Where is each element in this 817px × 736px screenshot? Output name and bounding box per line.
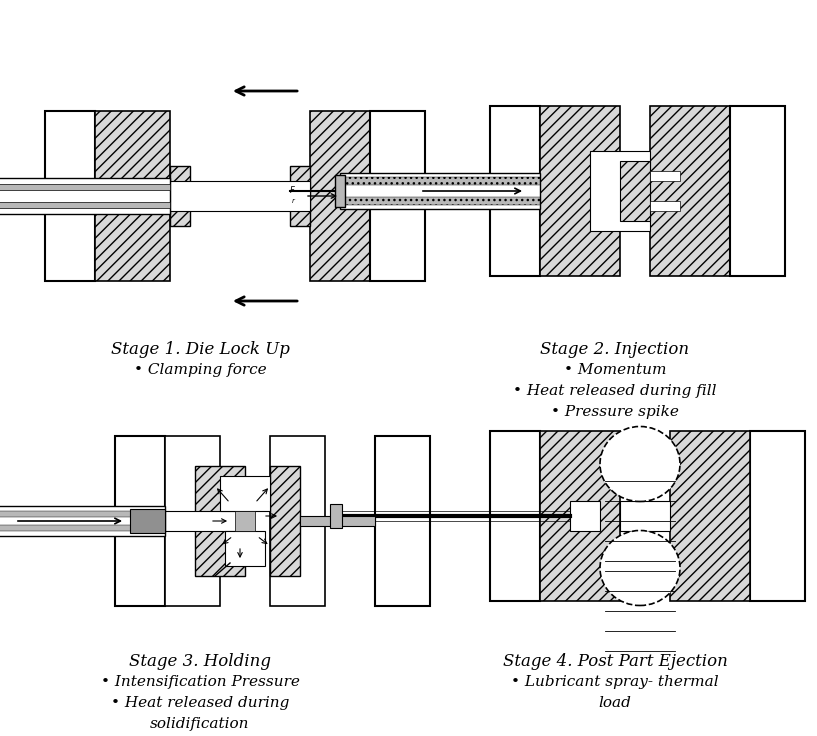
Bar — [45, 111, 95, 281]
Bar — [165, 511, 245, 531]
Bar — [330, 504, 342, 528]
Bar — [650, 171, 680, 181]
Text: Stage 4. Post Part Ejection: Stage 4. Post Part Ejection — [502, 653, 727, 670]
Bar — [220, 476, 270, 511]
Bar — [170, 181, 310, 211]
Bar — [235, 511, 255, 531]
Bar — [570, 501, 600, 531]
Bar — [95, 111, 170, 281]
Bar — [620, 161, 650, 221]
Bar — [195, 466, 245, 576]
Bar — [340, 173, 540, 209]
Bar — [0, 178, 170, 214]
Text: Stage 1. Die Lock Up: Stage 1. Die Lock Up — [110, 341, 289, 358]
Bar — [730, 106, 785, 276]
Text: F: F — [290, 186, 295, 195]
Text: r: r — [292, 198, 295, 204]
Ellipse shape — [600, 531, 680, 606]
Bar — [0, 184, 170, 190]
Ellipse shape — [600, 426, 680, 501]
Bar — [375, 436, 430, 606]
Bar — [335, 175, 345, 207]
Text: • Momentum: • Momentum — [564, 363, 666, 377]
Text: Stage 3. Holding: Stage 3. Holding — [129, 653, 271, 670]
Bar — [650, 201, 680, 211]
Bar — [300, 516, 375, 526]
Bar — [750, 431, 805, 601]
Text: Stage 2. Injection: Stage 2. Injection — [540, 341, 690, 358]
Bar — [310, 111, 370, 281]
Text: • Heat released during fill: • Heat released during fill — [513, 384, 717, 398]
Bar — [270, 466, 300, 576]
Bar — [0, 506, 165, 536]
Bar — [115, 436, 165, 606]
Bar — [0, 525, 160, 531]
Text: • Clamping force: • Clamping force — [134, 363, 266, 377]
Bar — [130, 509, 165, 533]
Bar — [290, 166, 310, 226]
Text: • Pressure spike: • Pressure spike — [551, 405, 679, 419]
Bar — [590, 151, 650, 231]
Bar — [340, 177, 540, 185]
Text: solidification: solidification — [150, 717, 250, 731]
Bar — [650, 106, 730, 276]
Bar — [670, 431, 750, 601]
Text: • Heat released during: • Heat released during — [111, 696, 289, 710]
Bar — [490, 106, 540, 276]
Text: load: load — [599, 696, 632, 710]
Bar — [0, 511, 160, 517]
Bar — [340, 197, 540, 205]
Bar — [540, 106, 620, 276]
Bar — [620, 501, 670, 531]
Bar — [540, 431, 620, 601]
Bar — [270, 436, 325, 606]
Bar — [370, 111, 425, 281]
Bar — [0, 202, 170, 208]
Bar — [165, 436, 220, 606]
Text: • Intensification Pressure: • Intensification Pressure — [100, 675, 300, 689]
Bar — [225, 531, 265, 566]
Bar — [170, 166, 190, 226]
Text: • Lubricant spray- thermal: • Lubricant spray- thermal — [511, 675, 719, 689]
Bar — [490, 431, 540, 601]
